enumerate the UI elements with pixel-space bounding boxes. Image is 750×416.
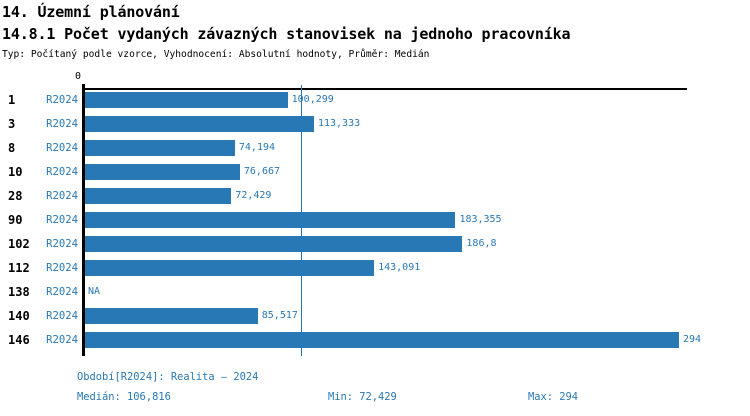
bar — [85, 236, 463, 252]
footer-median-stat: Medián: 106,816 — [77, 391, 171, 403]
bar — [85, 260, 375, 276]
bar-value-label: 143,091 — [378, 262, 421, 273]
row-series-label: R2024 — [46, 214, 78, 226]
row-category-label: 10 — [8, 165, 23, 179]
page-title: 14. Územní plánování — [2, 3, 180, 21]
bar — [85, 212, 456, 228]
chart-subtitle: 14.8.1 Počet vydaných závazných stanovis… — [2, 25, 571, 43]
row-series-label: R2024 — [46, 310, 78, 322]
bar-value-label: 294 — [683, 334, 702, 345]
bar-value-label: 72,429 — [235, 190, 272, 201]
bar-value-label: 100,299 — [291, 94, 334, 105]
chart-meta: Typ: Počítaný podle vzorce, Vyhodnocení:… — [2, 49, 430, 60]
row-series-label: R2024 — [46, 166, 78, 178]
x-axis-line — [82, 88, 687, 90]
row-series-label: R2024 — [46, 238, 78, 250]
footer-period-label: Období[R2024]: Realita – 2024 — [77, 371, 259, 383]
bar-na-label: NA — [88, 286, 101, 297]
row-category-label: 146 — [8, 333, 30, 347]
x-axis-zero-tick-label: 0 — [74, 71, 82, 82]
row-series-label: R2024 — [46, 118, 78, 130]
bar — [85, 92, 288, 108]
bar-value-label: 74,194 — [238, 142, 276, 153]
row-category-label: 1 — [8, 93, 16, 107]
y-axis-line — [82, 84, 85, 356]
bar — [85, 140, 235, 156]
row-category-label: 140 — [8, 309, 30, 323]
row-category-label: 28 — [8, 189, 23, 203]
bar — [85, 188, 232, 204]
row-category-label: 90 — [8, 213, 23, 227]
row-series-label: R2024 — [46, 190, 78, 202]
footer-min-stat: Min: 72,429 — [328, 391, 397, 403]
bar-value-label: 113,333 — [317, 118, 361, 129]
bar — [85, 308, 258, 324]
row-category-label: 138 — [8, 285, 30, 299]
bar-value-label: 85,517 — [261, 310, 298, 321]
row-category-label: 102 — [8, 237, 30, 251]
row-category-label: 3 — [8, 117, 16, 131]
row-series-label: R2024 — [46, 286, 78, 298]
bar — [85, 164, 240, 180]
bar — [85, 116, 314, 132]
row-series-label: R2024 — [46, 142, 78, 154]
bar — [85, 332, 679, 348]
row-series-label: R2024 — [46, 94, 78, 106]
bar-value-label: 183,355 — [459, 214, 502, 225]
bar-value-label: 76,667 — [243, 166, 281, 177]
row-series-label: R2024 — [46, 334, 78, 346]
row-category-label: 112 — [8, 261, 30, 275]
row-category-label: 8 — [8, 141, 16, 155]
bar-value-label: 186,8 — [466, 238, 497, 249]
row-series-label: R2024 — [46, 262, 78, 274]
footer-max-stat: Max: 294 — [528, 391, 579, 403]
